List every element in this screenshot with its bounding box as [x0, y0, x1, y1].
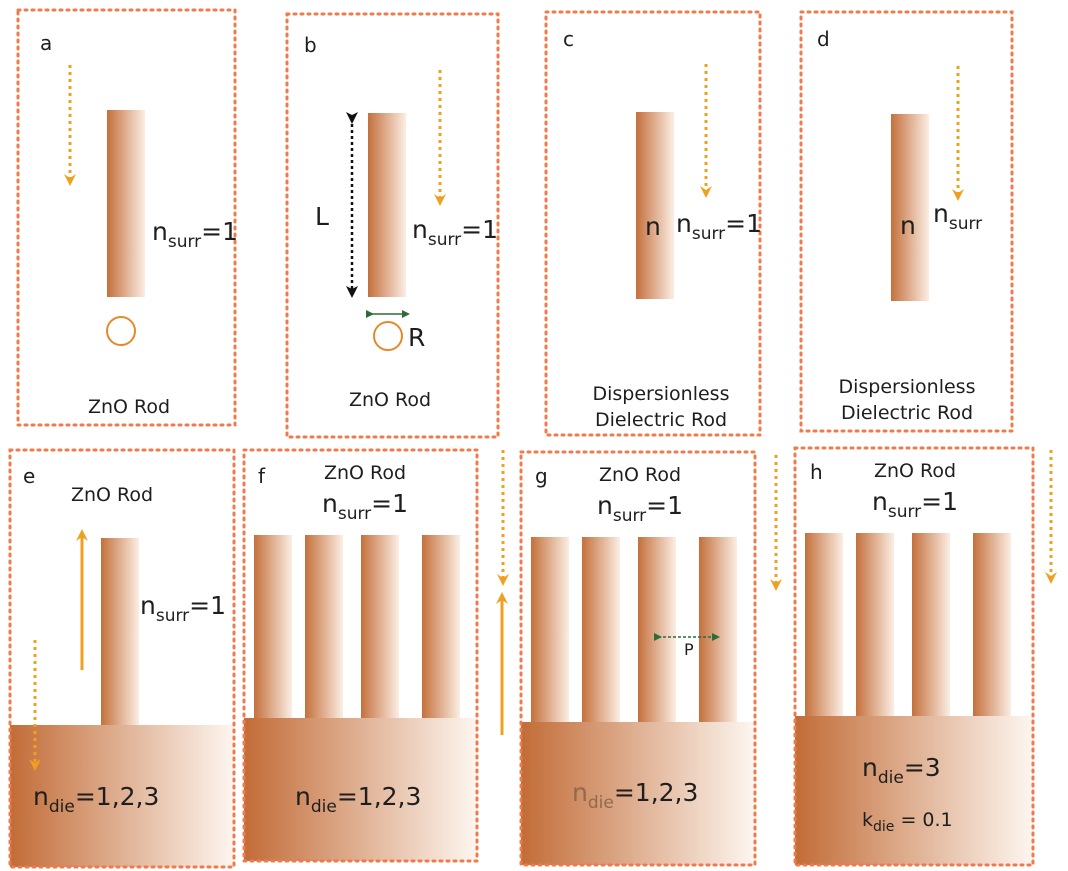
panel-g: g ZnO Rod nsurr=1 P ndie=1,2,3	[519, 450, 782, 867]
zno-rod	[638, 537, 676, 722]
zno-rod	[254, 535, 292, 718]
kdie-label: kdie = 0.1	[862, 809, 953, 835]
panel-c-frame	[544, 10, 762, 437]
panel-a-frame	[16, 8, 237, 427]
panel-e-letter: e	[23, 464, 35, 488]
panel-d-caption-line2: Dielectric Rod	[841, 402, 973, 424]
zno-rod	[699, 537, 737, 722]
panel-e: e ZnO Rod nsurr=1 ndie=1,2,3	[8, 448, 236, 869]
rod-index-label: n	[645, 212, 661, 241]
panel-d-caption-line1: Dispersionless	[839, 376, 976, 398]
panel-d-letter: d	[817, 27, 830, 51]
radius-label: R	[408, 323, 425, 352]
length-label: L	[315, 202, 329, 231]
panel-a: a nsurr=1 ZnO Rod	[16, 8, 238, 427]
ndie-label: ndie=1,2,3	[572, 778, 698, 813]
panel-g-letter: g	[535, 464, 548, 488]
zno-rod	[531, 537, 569, 722]
dielectric-rod	[636, 112, 674, 299]
zno-rod	[101, 538, 139, 725]
nsurr-label: nsurr=1	[140, 591, 226, 626]
substrate	[244, 718, 477, 861]
nsurr-label: nsurr=1	[152, 217, 238, 252]
panel-h-letter: h	[810, 460, 823, 484]
panel-g-caption: ZnO Rod	[599, 464, 681, 486]
panel-a-letter: a	[40, 31, 52, 55]
panel-f: f ZnO Rod nsurr=1 ndie=1,2,3	[242, 448, 509, 863]
panel-f-caption: ZnO Rod	[324, 462, 406, 484]
zno-rod	[912, 533, 950, 716]
ndie-label: ndie=1,2,3	[295, 782, 421, 817]
panel-c: c n nsurr=1 Dispersionless Dielectric Ro…	[544, 10, 762, 437]
panel-e-frame	[8, 448, 236, 869]
panel-h: h ZnO Rod nsurr=1 ndie=3 kdie = 0.1	[793, 446, 1057, 867]
panel-e-caption: ZnO Rod	[71, 484, 153, 506]
zno-rod	[582, 537, 620, 722]
zno-rod	[805, 533, 843, 716]
rod-cross-section-icon	[373, 321, 403, 351]
nsurr-label: nsurr=1	[412, 215, 498, 250]
panel-b-caption: ZnO Rod	[349, 389, 431, 411]
panel-f-letter: f	[258, 464, 266, 488]
panel-d-frame	[799, 10, 1014, 433]
substrate	[10, 725, 234, 867]
ndie-label: ndie=1,2,3	[33, 782, 159, 817]
panel-a-caption: ZnO Rod	[88, 396, 170, 418]
panel-c-caption-line2: Dielectric Rod	[595, 409, 727, 431]
panel-b-frame	[285, 12, 500, 439]
panel-c-letter: c	[563, 27, 574, 51]
nsurr-label: nsurr=1	[597, 491, 683, 526]
zno-rod	[107, 110, 145, 297]
zno-rod	[361, 535, 399, 718]
dielectric-rod	[891, 114, 929, 301]
panel-h-caption: ZnO Rod	[874, 460, 956, 482]
nsurr-label: nsurr=1	[322, 489, 408, 524]
panel-g-frame	[519, 450, 757, 867]
rod-cross-section-icon	[106, 316, 136, 346]
panel-h-frame	[793, 446, 1035, 867]
substrate	[521, 722, 755, 865]
period-label: P	[684, 640, 694, 659]
zno-rod	[422, 535, 460, 718]
ndie-label: ndie=3	[862, 753, 941, 788]
zno-rod	[368, 113, 406, 297]
panel-b: b L nsurr=1 R ZnO Rod	[285, 12, 500, 439]
substrate	[795, 716, 1033, 865]
panel-d: d n nsurr Dispersionless Dielectric Rod	[799, 10, 1014, 433]
zno-rod	[305, 535, 343, 718]
panel-b-letter: b	[304, 33, 317, 57]
panel-c-caption-line1: Dispersionless	[593, 383, 730, 405]
rod-index-label: n	[900, 211, 916, 240]
zno-rod	[973, 533, 1011, 716]
nsurr-label: nsurr=1	[872, 487, 958, 522]
zno-rod	[856, 533, 894, 716]
nsurr-label: nsurr=1	[676, 209, 762, 244]
nsurr-label: nsurr	[933, 199, 982, 234]
